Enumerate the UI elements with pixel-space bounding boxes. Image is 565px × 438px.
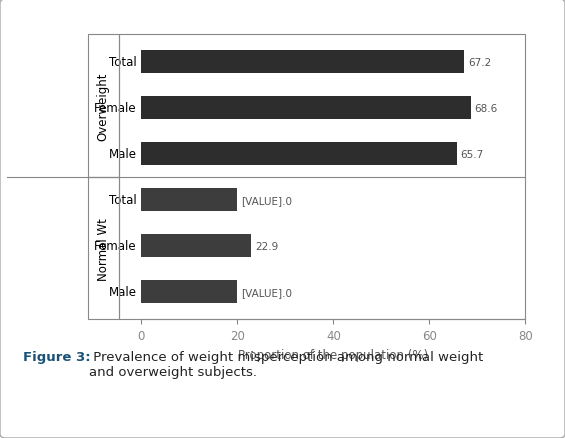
Bar — [141, 143, 457, 166]
Text: 65.7: 65.7 — [460, 149, 484, 159]
Text: 68.6: 68.6 — [475, 103, 498, 113]
Text: Male: Male — [108, 148, 137, 161]
Text: Total: Total — [108, 194, 137, 207]
Text: Male: Male — [108, 286, 137, 299]
Text: 22.9: 22.9 — [255, 241, 279, 251]
Text: Female: Female — [94, 240, 137, 253]
Text: Total: Total — [108, 56, 137, 69]
Bar — [141, 189, 237, 212]
X-axis label: Proportion of the population (%): Proportion of the population (%) — [238, 348, 428, 361]
Bar — [141, 51, 464, 74]
Text: [VALUE].0: [VALUE].0 — [241, 287, 292, 297]
Text: Prevalence of weight misperception among normal weight
and overweight subjects.: Prevalence of weight misperception among… — [89, 350, 484, 378]
Bar — [141, 235, 251, 258]
Text: [VALUE].0: [VALUE].0 — [241, 195, 292, 205]
Text: Normal Wt: Normal Wt — [97, 217, 110, 280]
Bar — [141, 281, 237, 304]
Text: 67.2: 67.2 — [468, 58, 491, 67]
Text: Overweight: Overweight — [97, 72, 110, 141]
Text: Female: Female — [94, 102, 137, 115]
Text: Figure 3:: Figure 3: — [23, 350, 90, 364]
Bar — [141, 97, 471, 120]
